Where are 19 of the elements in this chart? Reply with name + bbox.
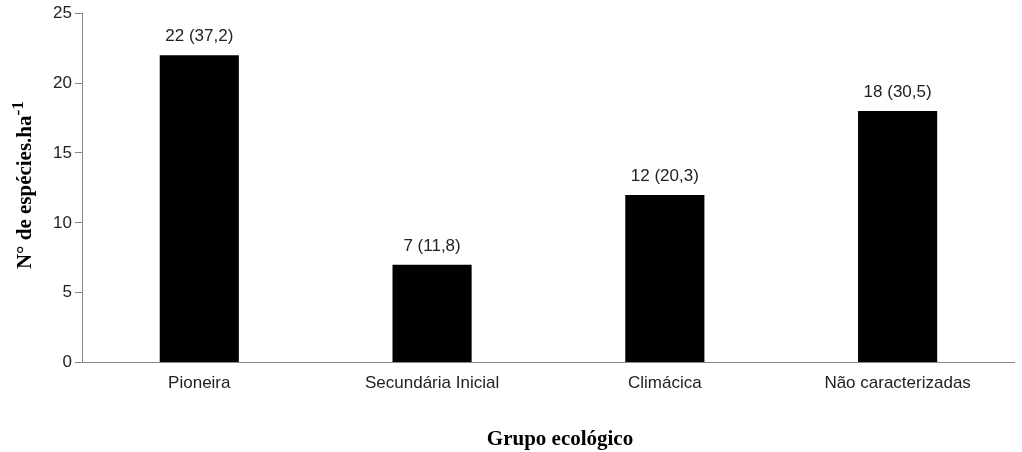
x-tick-label: Secundária Inicial bbox=[364, 373, 500, 393]
bar bbox=[159, 55, 239, 363]
data-label: 18 (30,5) bbox=[863, 82, 932, 102]
y-tick-label: 20 bbox=[52, 72, 72, 92]
y-tick-label: 10 bbox=[52, 212, 72, 232]
bar bbox=[625, 194, 705, 363]
x-tick-label: Pioneira bbox=[168, 373, 232, 393]
y-tick-label: 0 bbox=[62, 352, 72, 372]
y-tick-label: 15 bbox=[52, 142, 72, 162]
x-axis-title: Grupo ecológico bbox=[486, 425, 634, 451]
bar bbox=[392, 264, 472, 363]
data-label: 12 (20,3) bbox=[630, 166, 699, 186]
data-label: 22 (37,2) bbox=[165, 26, 234, 46]
x-tick-label: Não caracterizadas bbox=[824, 373, 971, 393]
data-label: 7 (11,8) bbox=[403, 235, 461, 255]
x-tick-label: Climácica bbox=[628, 373, 703, 393]
y-tick-label: 5 bbox=[62, 282, 72, 302]
y-tick-label: 25 bbox=[52, 2, 72, 22]
bar bbox=[858, 111, 938, 363]
